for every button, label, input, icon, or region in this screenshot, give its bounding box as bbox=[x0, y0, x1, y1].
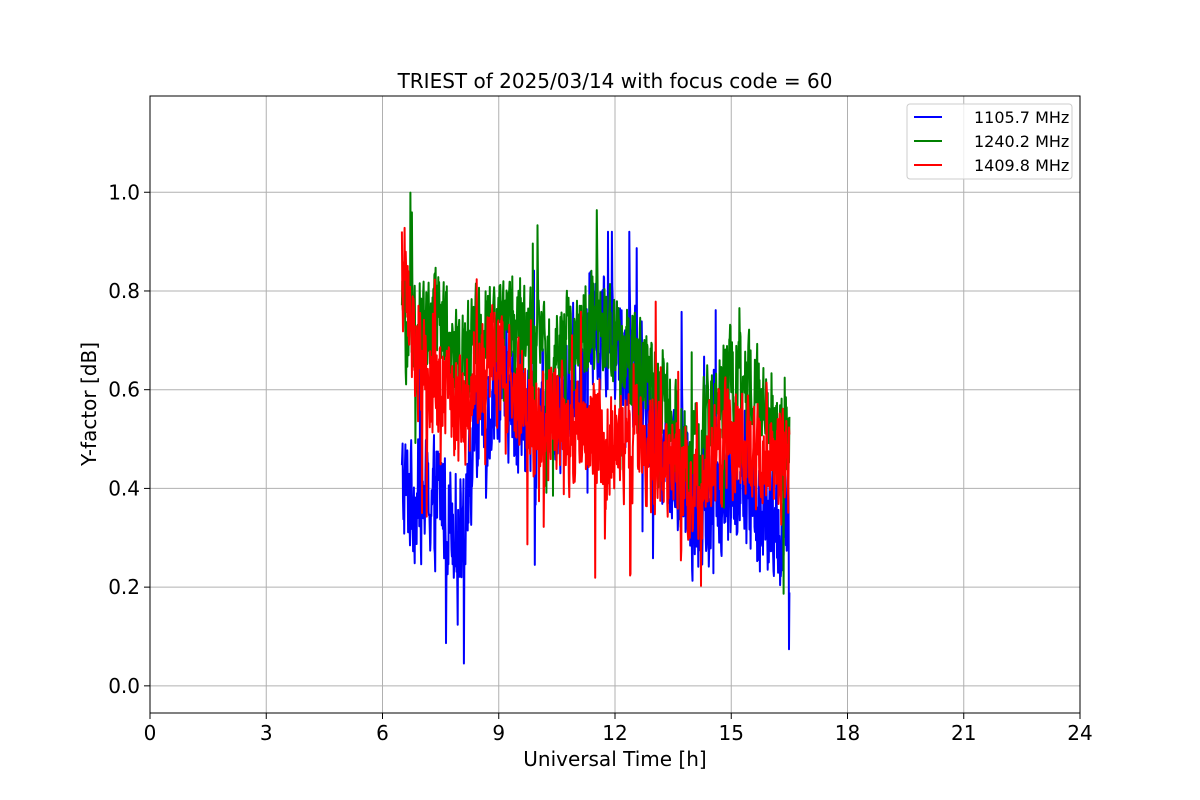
x-tick-label: 6 bbox=[376, 721, 389, 745]
y-tick-label: 0.6 bbox=[108, 378, 140, 402]
y-tick-label: 0.0 bbox=[108, 674, 140, 698]
x-tick-label: 18 bbox=[835, 721, 860, 745]
x-tick-label: 15 bbox=[719, 721, 744, 745]
y-tick-label: 0.2 bbox=[108, 575, 140, 599]
x-tick-label: 21 bbox=[951, 721, 976, 745]
legend: 1105.7 MHz 1240.2 MHz 1409.8 MHz bbox=[906, 103, 1073, 180]
legend-label: 1409.8 MHz bbox=[974, 156, 1069, 175]
legend-box bbox=[906, 103, 1073, 180]
x-tick-label: 24 bbox=[1067, 721, 1092, 745]
legend-entries: 1105.7 MHz 1240.2 MHz 1409.8 MHz bbox=[914, 108, 1069, 175]
x-tick-label: 9 bbox=[492, 721, 505, 745]
y-tick-label: 0.8 bbox=[108, 279, 140, 303]
y-tick-label: 0.4 bbox=[108, 476, 140, 500]
chart-title: TRIEST of 2025/03/14 with focus code = 6… bbox=[397, 69, 833, 93]
series-layer bbox=[400, 191, 791, 665]
y-tick-label: 1.0 bbox=[108, 180, 140, 204]
legend-label: 1105.7 MHz bbox=[974, 108, 1069, 127]
x-tick-label: 3 bbox=[260, 721, 273, 745]
x-axis-title: Universal Time [h] bbox=[523, 747, 706, 771]
x-tick-label: 0 bbox=[144, 721, 157, 745]
series-line-2 bbox=[400, 226, 791, 587]
ticks: 0 3 6 9 12 15 18 21 24 0.0 0.2 0.4 0.6 0.8 1.0 bbox=[108, 180, 1093, 745]
x-tick-label: 12 bbox=[602, 721, 627, 745]
legend-label: 1240.2 MHz bbox=[974, 132, 1069, 151]
y-axis-title: Y-factor [dB] bbox=[77, 342, 101, 467]
